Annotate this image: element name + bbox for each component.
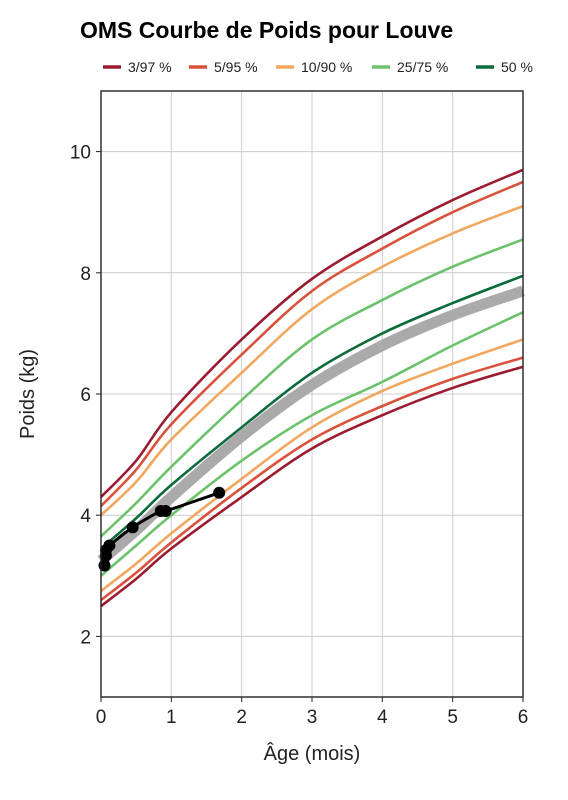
legend-label: 5/95 % xyxy=(214,59,258,75)
percentile-curve xyxy=(100,338,524,592)
y-tick-label: 10 xyxy=(70,143,91,164)
x-tick-label: 3 xyxy=(307,707,318,728)
x-tick-label: 4 xyxy=(377,707,388,728)
legend-label: 3/97 % xyxy=(128,59,172,75)
measurement-point xyxy=(126,521,139,534)
x-tick-label: 2 xyxy=(236,707,247,728)
y-tick-label: 4 xyxy=(80,506,91,527)
y-tick-label: 8 xyxy=(80,264,91,285)
percentile-curves xyxy=(97,168,525,608)
percentile-curve xyxy=(100,204,524,517)
x-tick-label: 0 xyxy=(96,707,107,728)
median-curve xyxy=(97,285,525,565)
legend-label: 25/75 % xyxy=(397,59,448,75)
legend-label: 50 % xyxy=(501,59,533,75)
percentile-curve xyxy=(100,356,524,602)
y-axis-label: Poids (kg) xyxy=(17,349,39,439)
measurement-point xyxy=(103,539,116,552)
y-tick-label: 2 xyxy=(80,627,91,648)
percentile-curve xyxy=(100,168,524,498)
measurement-point xyxy=(159,504,172,517)
chart-title: OMS Courbe de Poids pour Louve xyxy=(80,17,453,43)
percentile-curve xyxy=(100,238,524,538)
measurement-point xyxy=(213,486,226,499)
x-tick-label: 1 xyxy=(166,707,177,728)
measurement-series xyxy=(98,486,226,572)
x-axis-label: Âge (mois) xyxy=(264,742,361,765)
percentile-curve xyxy=(100,180,524,508)
y-tick-label: 6 xyxy=(80,385,91,406)
x-tick-label: 6 xyxy=(518,707,529,728)
percentile-curve xyxy=(100,365,524,608)
grid-lines xyxy=(101,91,523,697)
axis-ticks: 0 1 2 3 4 5 6 2 4 6 8 10 xyxy=(70,143,528,728)
x-tick-label: 5 xyxy=(447,707,458,728)
percentile-curve xyxy=(100,274,524,550)
legend: 3/97 % 5/95 % 10/90 % 25/75 % 50 % xyxy=(103,59,533,75)
legend-label: 10/90 % xyxy=(301,59,352,75)
percentile-curve xyxy=(100,311,524,577)
